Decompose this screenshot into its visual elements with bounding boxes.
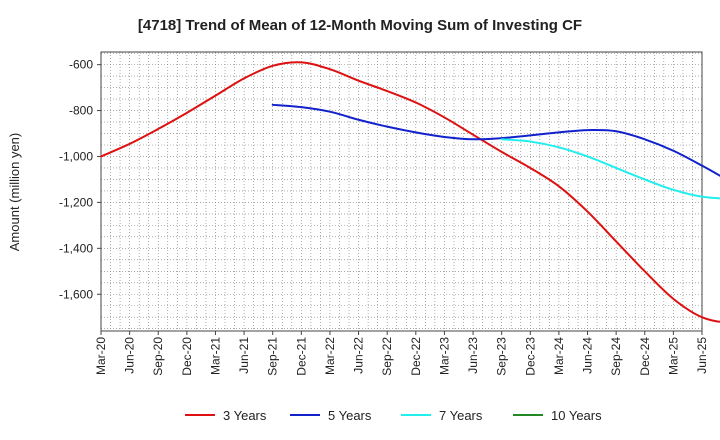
legend-label: 7 Years	[439, 408, 483, 423]
x-tick-label: Jun-25	[695, 337, 709, 374]
x-tick-label: Sep-21	[266, 337, 280, 376]
series-line-5-years	[271, 103, 720, 177]
legend-label: 3 Years	[223, 408, 267, 423]
legend-label: 5 Years	[328, 408, 372, 423]
legend-label: 10 Years	[551, 408, 602, 423]
x-tick-label: Sep-22	[380, 337, 394, 376]
x-tick-label: Jun-21	[237, 337, 251, 374]
x-tick-label: Mar-21	[208, 337, 222, 375]
y-tick-label: -1,200	[59, 195, 93, 209]
x-tick-label: Jun-20	[123, 337, 137, 374]
x-tick-label: Mar-23	[437, 337, 451, 375]
plot-background	[101, 52, 702, 331]
x-tick-label: Mar-22	[323, 337, 337, 375]
x-tick-label: Dec-24	[638, 337, 652, 376]
x-tick-label: Sep-23	[495, 337, 509, 376]
chart-title: [4718] Trend of Mean of 12-Month Moving …	[138, 17, 582, 34]
x-tick-label: Dec-22	[409, 337, 423, 376]
legend: 3 Years 5 Years 7 Years 10 Years	[185, 408, 602, 423]
series-line-3-years	[100, 61, 720, 323]
x-tick-label: Sep-24	[609, 337, 623, 376]
y-tick-label: -1,400	[59, 241, 93, 255]
x-tick-label: Dec-20	[180, 337, 194, 376]
x-tick-label: Dec-21	[294, 337, 308, 376]
y-tick-label: -1,600	[59, 287, 93, 301]
x-tick-label: Jun-24	[581, 337, 595, 374]
y-tick-label: -1,000	[59, 149, 93, 163]
x-tick-label: Mar-24	[552, 337, 566, 375]
x-tick-label: Sep-20	[151, 337, 165, 376]
x-tick-label: Dec-23	[523, 337, 537, 376]
y-tick-label: -600	[69, 58, 93, 72]
plot-frame	[100, 51, 703, 332]
series-line-7-years	[500, 138, 720, 200]
x-tick-label: Jun-23	[466, 337, 480, 374]
plot-area: -600 -800 -1,000 -1,200 -1,400 -1,600 Mar-20 Ju…	[59, 51, 720, 376]
x-tick-label: Mar-20	[94, 337, 108, 375]
x-tick-label: Mar-25	[666, 337, 680, 375]
y-axis-label: Amount (million yen)	[7, 133, 22, 252]
y-tick-label: -800	[69, 104, 93, 118]
x-tick-label: Jun-22	[352, 337, 366, 374]
